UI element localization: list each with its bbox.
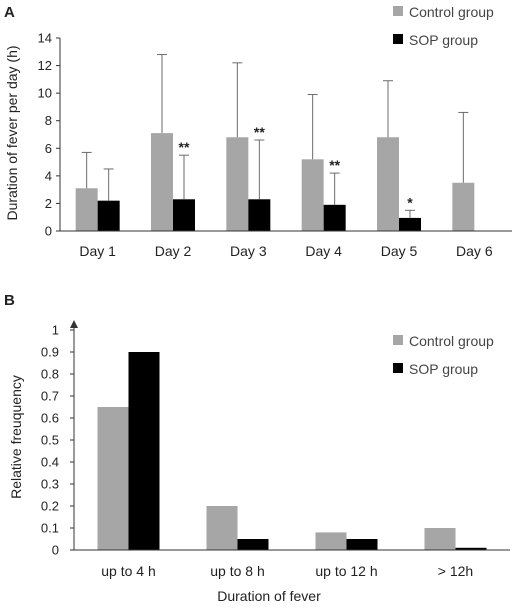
panel-b-bar-sop-group-12h — [455, 547, 487, 550]
panel-a-legend-label-sop-group: SOP group — [409, 32, 478, 48]
panel-b-y-tick-label: 0.9 — [41, 345, 59, 360]
panel-b-category-label: > 12h — [438, 563, 473, 579]
panel-a-chart: A Duration of fever per day (h) ******* … — [4, 4, 512, 259]
panel-a-y-tick-label: 10 — [38, 86, 52, 101]
panel-a-bar-control-group-day-6 — [452, 182, 475, 231]
panel-a-significance-marker: * — [407, 194, 413, 210]
panel-b-y-tick-label: 0.7 — [41, 389, 59, 404]
panel-b-bar-control-group-up-to-4-h — [97, 407, 129, 550]
panel-b-y-axis-title: Relative freuquency — [8, 375, 24, 499]
panel-a-category-label: Day 3 — [230, 243, 267, 259]
panel-a-bar-control-group-day-3 — [226, 137, 249, 231]
panel-b-legend-label-control-group: Control group — [409, 333, 494, 349]
panel-a-category-label: Day 2 — [155, 243, 192, 259]
panel-b-y-tick-label: 0.3 — [41, 477, 59, 492]
panel-a-y-tick-label: 12 — [38, 58, 52, 73]
panel-b-legend: Control group SOP group — [393, 333, 494, 377]
panel-b-y-axis-arrow — [70, 320, 78, 328]
panel-a-legend-swatch-control-group — [393, 6, 403, 16]
panel-a-y-axis-title: Duration of fever per day (h) — [4, 45, 20, 220]
panel-b-bar-sop-group-up-to-12-h — [346, 539, 378, 550]
panel-b-bar-control-group-12h — [424, 528, 456, 550]
panel-b-y-tick-label: 0 — [52, 543, 59, 558]
panel-a-category-label: Day 4 — [305, 243, 342, 259]
panel-a-bar-sop-group-day-4 — [323, 204, 346, 231]
panel-a-bar-sop-group-day-3 — [248, 199, 271, 231]
panel-b-category-label: up to 8 h — [210, 563, 265, 579]
panel-b-bar-control-group-up-to-12-h — [315, 532, 347, 550]
panel-b-bar-sop-group-up-to-4-h — [128, 352, 160, 550]
panel-a-y-tick-label: 0 — [45, 224, 52, 239]
panel-a-bar-sop-group-day-2 — [173, 199, 195, 231]
panel-b-y-tick-label: 1 — [52, 323, 59, 338]
panel-a-y-tick-label: 8 — [45, 113, 52, 128]
panel-a-category-label: Day 6 — [456, 243, 493, 259]
panel-a-bar-control-group-day-2 — [151, 133, 173, 231]
panel-a-letter: A — [4, 4, 15, 21]
panel-b-y-tick-label: 0.2 — [41, 499, 59, 514]
panel-a-bar-control-group-day-1 — [75, 188, 98, 231]
panel-b-y-tick-label: 0.4 — [41, 455, 59, 470]
panel-b-bar-sop-group-up-to-8-h — [237, 539, 269, 550]
panel-b-legend-label-sop-group: SOP group — [409, 361, 478, 377]
panel-a-category-label: Day 1 — [79, 243, 116, 259]
panel-b-y-tick-label: 0.5 — [41, 433, 59, 448]
panel-b-y-tick-label: 0.1 — [41, 521, 59, 536]
panel-a-category-label: Day 5 — [381, 243, 418, 259]
panel-a-significance-marker: ** — [329, 157, 340, 173]
panel-a-legend: Control group SOP group — [393, 4, 494, 48]
panel-b-category-label: up to 12 h — [315, 563, 377, 579]
panel-b-legend-swatch-sop-group — [393, 363, 403, 373]
panel-a-bar-sop-group-day-1 — [97, 200, 120, 231]
panel-a-legend-swatch-sop-group — [393, 34, 403, 44]
panel-b-bar-control-group-up-to-8-h — [206, 506, 238, 550]
panel-a-y-tick-label: 14 — [38, 31, 52, 46]
panel-b-x-axis-title: Duration of fever — [217, 588, 321, 604]
panel-a-bar-sop-group-day-5 — [399, 217, 421, 231]
panel-b-chart: B Relative freuquency Duration of fever … — [4, 292, 510, 604]
panel-b-y-tick-label: 0.8 — [41, 367, 59, 382]
panel-a-bar-control-group-day-4 — [301, 159, 324, 231]
panel-a-y-tick-label: 6 — [45, 141, 52, 156]
panel-a-bar-control-group-day-5 — [377, 137, 399, 231]
panel-a-significance-marker: ** — [179, 139, 190, 155]
panel-a-y-tick-label: 2 — [45, 196, 52, 211]
panel-b-y-tick-label: 0.6 — [41, 411, 59, 426]
panel-a-significance-marker: ** — [254, 124, 265, 140]
panel-b-letter: B — [4, 292, 15, 309]
panel-a-legend-label-control-group: Control group — [409, 4, 494, 20]
panel-a-y-tick-label: 4 — [45, 168, 52, 183]
panel-b-legend-swatch-control-group — [393, 335, 403, 345]
panel-b-category-label: up to 4 h — [101, 563, 156, 579]
